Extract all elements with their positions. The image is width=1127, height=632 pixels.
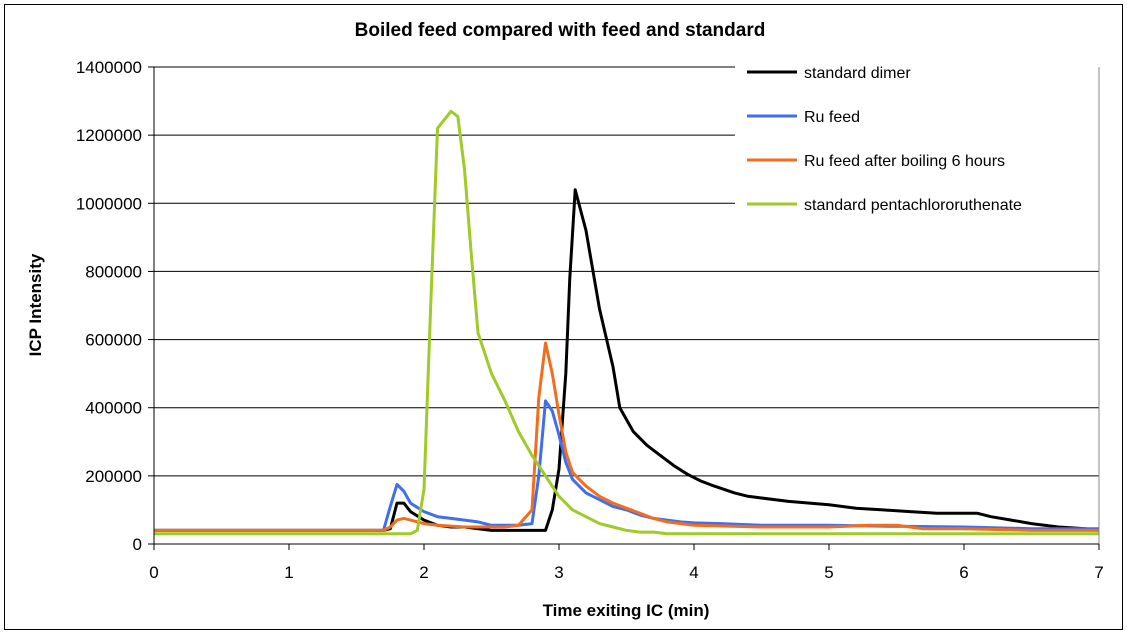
y-axis-title: ICP Intensity xyxy=(26,253,45,356)
legend-label-2: Ru feed xyxy=(804,109,860,126)
series-line-2 xyxy=(154,399,1099,532)
y-tick-label: 800000 xyxy=(85,262,142,281)
x-tick-label: 6 xyxy=(959,563,968,582)
series-line-3 xyxy=(154,341,1099,532)
series-lines xyxy=(154,109,1100,536)
y-tick-label: 1200000 xyxy=(76,126,142,145)
legend-label-3: Ru feed after boiling 6 hours xyxy=(804,153,1005,170)
y-tick-label: 600000 xyxy=(85,331,142,350)
y-tick-label: 0 xyxy=(133,535,142,554)
y-tick-label: 400000 xyxy=(85,399,142,418)
x-tick-label: 4 xyxy=(689,563,698,582)
chart-title: Boiled feed compared with feed and stand… xyxy=(355,20,766,41)
x-tick-label: 2 xyxy=(419,563,428,582)
legend-label-4: standard pentachlororuthenate xyxy=(804,197,1022,214)
legend: standard dimer Ru feed Ru feed after boili… xyxy=(735,55,1110,214)
x-tick-label: 7 xyxy=(1094,563,1103,582)
y-tick-label: 1000000 xyxy=(76,194,142,213)
legend-box xyxy=(735,55,1110,210)
y-tick-label: 1400000 xyxy=(76,58,142,77)
axes: 0 200000 400000 600000 800000 1000000 1200000 1… xyxy=(76,58,1104,582)
x-tick-label: 3 xyxy=(554,563,563,582)
series-line-1 xyxy=(154,188,1100,532)
y-tick-label: 200000 xyxy=(85,467,142,486)
x-axis-title: Time exiting IC (min) xyxy=(543,601,710,620)
x-tick-label: 1 xyxy=(284,563,293,582)
legend-label-1: standard dimer xyxy=(804,65,911,82)
x-tick-label: 0 xyxy=(149,563,158,582)
series-line-4 xyxy=(154,109,1099,536)
x-tick-label: 5 xyxy=(824,563,833,582)
